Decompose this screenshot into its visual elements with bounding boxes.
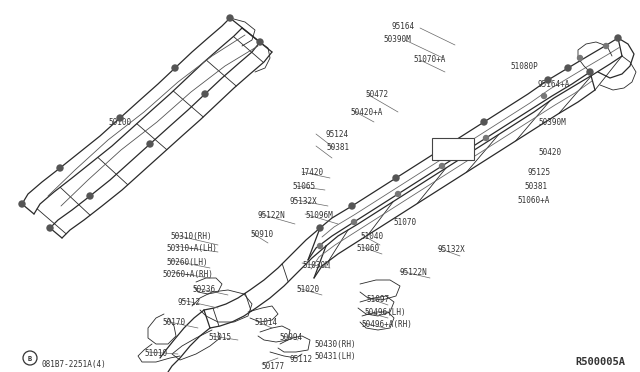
Text: 51060: 51060: [356, 244, 379, 253]
Text: 50910: 50910: [250, 230, 273, 239]
Text: 50430(RH): 50430(RH): [314, 340, 356, 349]
Text: 50236: 50236: [192, 285, 215, 294]
Text: 51065: 51065: [292, 182, 315, 191]
Circle shape: [117, 115, 123, 121]
Text: 95122N: 95122N: [399, 268, 427, 277]
Text: 51010: 51010: [144, 349, 167, 358]
Text: 50792: 50792: [439, 145, 462, 154]
Text: 51040: 51040: [360, 232, 383, 241]
Text: 51015: 51015: [208, 333, 231, 342]
Circle shape: [393, 175, 399, 181]
Text: 95125: 95125: [527, 168, 550, 177]
Circle shape: [227, 15, 233, 21]
Text: B: B: [28, 356, 32, 362]
Text: 51096M: 51096M: [305, 211, 333, 220]
Circle shape: [615, 35, 621, 41]
Text: 50431(LH): 50431(LH): [314, 352, 356, 361]
Text: 51070+A: 51070+A: [413, 55, 445, 64]
Circle shape: [202, 91, 208, 97]
Text: 50390M: 50390M: [383, 35, 411, 44]
Text: 95112: 95112: [290, 355, 313, 364]
Circle shape: [351, 219, 356, 224]
Circle shape: [604, 44, 609, 48]
Text: 50100: 50100: [108, 118, 131, 127]
Text: 51020: 51020: [296, 285, 319, 294]
Circle shape: [437, 147, 443, 153]
Text: 50260+A(RH): 50260+A(RH): [162, 270, 213, 279]
Circle shape: [147, 141, 153, 147]
Circle shape: [57, 165, 63, 171]
Circle shape: [396, 192, 401, 196]
Circle shape: [257, 39, 263, 45]
Text: R500005A: R500005A: [575, 357, 625, 367]
Circle shape: [440, 164, 445, 169]
Circle shape: [565, 65, 571, 71]
Text: 51080P: 51080P: [510, 62, 538, 71]
Circle shape: [19, 201, 25, 207]
Text: 50420: 50420: [538, 148, 561, 157]
Circle shape: [349, 203, 355, 209]
Text: 95132X: 95132X: [290, 197, 317, 206]
Text: 50390M: 50390M: [538, 118, 566, 127]
Text: 95164+A: 95164+A: [538, 80, 570, 89]
Text: 50177: 50177: [261, 362, 284, 371]
Circle shape: [481, 119, 487, 125]
Text: 50260(LH): 50260(LH): [166, 258, 207, 267]
Circle shape: [587, 69, 593, 75]
Circle shape: [47, 225, 53, 231]
Circle shape: [172, 65, 178, 71]
Text: 081B7-2251A(4): 081B7-2251A(4): [42, 360, 107, 369]
Text: 51014: 51014: [254, 318, 277, 327]
Text: 50472: 50472: [365, 90, 388, 99]
Text: 95122N: 95122N: [257, 211, 285, 220]
Text: 95132X: 95132X: [438, 245, 466, 254]
Circle shape: [577, 55, 582, 61]
Text: 50994: 50994: [279, 333, 302, 342]
Bar: [432, 138, 474, 160]
Text: 95164: 95164: [392, 22, 415, 31]
Text: 95124: 95124: [326, 130, 349, 139]
Circle shape: [317, 225, 323, 231]
Circle shape: [317, 244, 323, 248]
Text: 51097: 51097: [366, 295, 389, 304]
Text: 17420: 17420: [300, 168, 323, 177]
Circle shape: [483, 135, 488, 141]
Text: 50310+A(LH): 50310+A(LH): [166, 244, 217, 253]
Text: 51070: 51070: [393, 218, 416, 227]
Text: 50381: 50381: [524, 182, 547, 191]
Text: 50310(RH): 50310(RH): [170, 232, 212, 241]
Text: 50381: 50381: [326, 143, 349, 152]
Text: 50170: 50170: [162, 318, 185, 327]
Text: 51030M: 51030M: [302, 261, 330, 270]
Circle shape: [545, 77, 551, 83]
Text: 50496(LH): 50496(LH): [364, 308, 406, 317]
Text: 50496+A(RH): 50496+A(RH): [361, 320, 412, 329]
Text: 50420+A: 50420+A: [350, 108, 382, 117]
Circle shape: [87, 193, 93, 199]
Text: 51060+A: 51060+A: [517, 196, 549, 205]
Text: 95112: 95112: [178, 298, 201, 307]
Circle shape: [541, 93, 547, 99]
